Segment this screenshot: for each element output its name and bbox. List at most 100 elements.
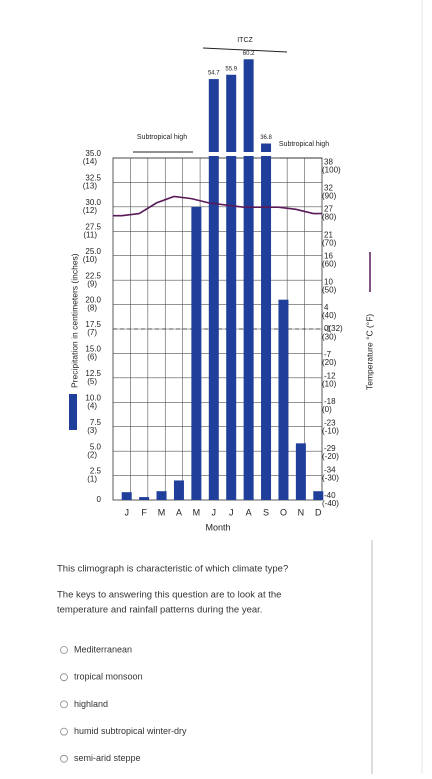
- y-tick-label: 0: [97, 495, 102, 504]
- x-tick-label: M: [158, 507, 166, 517]
- bar: [243, 59, 254, 500]
- bar-value-label: 54.7: [208, 71, 220, 77]
- annotation: ITCZ: [237, 37, 253, 44]
- y2-tick-label: -1: [324, 324, 332, 333]
- option-label[interactable]: tropical monsoon: [74, 672, 143, 682]
- y2-tick-sublabel: (50): [322, 285, 337, 294]
- bar-value-label: 60.2: [243, 51, 255, 57]
- y-tick-sublabel: (7): [87, 328, 97, 337]
- y-tick-sublabel: (14): [83, 157, 98, 166]
- temperature-line: [113, 195, 322, 217]
- x-tick-label: S: [263, 507, 269, 517]
- y-tick-sublabel: (3): [87, 426, 97, 435]
- y-tick-label: 10.0: [85, 393, 101, 402]
- radio-button[interactable]: [60, 646, 68, 654]
- y2-tick-sublabel: (20): [322, 358, 337, 367]
- y2-tick-label: 32: [324, 183, 333, 192]
- y-tick-label: 12.5: [85, 369, 101, 378]
- y2-tick-sublabel: (90): [322, 191, 337, 200]
- y2-tick-label: 16: [324, 252, 333, 261]
- y-tick-sublabel: (8): [87, 304, 97, 313]
- x-tick-label: F: [141, 507, 147, 517]
- legend-label: Precipitation in centimeters (inches): [69, 253, 79, 388]
- radio-button[interactable]: [60, 673, 68, 682]
- y2-tick-label: -7: [324, 350, 332, 359]
- x-tick-label: J: [124, 507, 129, 517]
- bar: [261, 143, 272, 500]
- annotation-line: [202, 47, 288, 53]
- y2-tick-label: 10: [324, 277, 333, 286]
- y2-tick-sublabel: (80): [322, 213, 337, 222]
- y-tick-label: 20.0: [85, 296, 101, 305]
- x-tick-label: O: [280, 507, 287, 517]
- y-tick-sublabel: (12): [83, 206, 98, 215]
- y2-tick-sublabel: (-30): [322, 473, 339, 482]
- bar: [313, 491, 324, 500]
- y2-tick-sublabel: (40): [322, 311, 337, 320]
- annotation: Subtropical high: [279, 141, 329, 148]
- option-label[interactable]: humid subtropical winter-dry: [74, 726, 187, 736]
- y-tick-sublabel: (2): [87, 450, 97, 459]
- radio-button[interactable]: [60, 700, 68, 709]
- option-label[interactable]: semi-arid steppe: [74, 753, 141, 763]
- bar: [139, 497, 150, 500]
- x-tick-label: N: [298, 507, 305, 517]
- option-label[interactable]: highland: [74, 699, 108, 709]
- question-hint: The keys to answering this question are …: [57, 590, 281, 601]
- y2-tick-label: 27: [324, 205, 333, 214]
- bar: [173, 480, 184, 500]
- y-tick-label: 2.5: [90, 467, 102, 476]
- question-prompt: This climograph is characteristic of whi…: [57, 564, 288, 575]
- y-tick-sublabel: (9): [87, 279, 97, 288]
- y2-tick-label: 21: [324, 230, 333, 239]
- y2-tick-sublabel: (0): [322, 405, 332, 414]
- bar: [208, 79, 219, 500]
- y-tick-sublabel: (10): [83, 255, 98, 264]
- y-tick-label: 27.5: [85, 222, 101, 231]
- y-tick-sublabel: (13): [83, 182, 98, 191]
- y2-tick-label: 4: [324, 303, 329, 312]
- y2-tick-sublabel: (10): [322, 379, 337, 388]
- radio-button[interactable]: [60, 754, 68, 763]
- y2-tick-sublabel: (60): [322, 260, 337, 269]
- bar: [226, 74, 237, 500]
- x-tick-label: J: [229, 507, 234, 517]
- y2-tick-label: 38: [324, 158, 333, 167]
- y-tick-label: 32.5: [85, 174, 101, 183]
- bar: [278, 299, 289, 500]
- x-tick-label: M: [193, 507, 201, 517]
- x-tick-label: A: [176, 507, 182, 517]
- y-tick-sublabel: (11): [83, 230, 97, 239]
- bar-value-label: 36.8: [260, 135, 272, 141]
- y-tick-label: 17.5: [85, 320, 101, 329]
- y-tick-label: 22.5: [85, 271, 101, 280]
- y2-tick-sublabel: (-40): [322, 499, 339, 508]
- bar: [156, 491, 167, 500]
- bar: [295, 443, 306, 500]
- bar-value-label: 55.9: [225, 66, 237, 72]
- y-tick-label: 7.5: [90, 418, 102, 427]
- y2-tick-label: -12: [324, 371, 336, 380]
- y2-tick-label: -23: [324, 418, 336, 427]
- question-hint: temperature and rainfall patterns during…: [57, 605, 262, 616]
- y2-tick-label: -34: [324, 465, 336, 474]
- x-axis-label: Month: [205, 522, 230, 532]
- y2-tick-label: -29: [324, 444, 336, 453]
- y2-tick-sublabel: (-10): [322, 426, 339, 435]
- legend-label: Temperature °C (°F): [364, 314, 374, 390]
- x-tick-label: J: [212, 507, 217, 517]
- x-tick-label: D: [315, 507, 322, 517]
- radio-button[interactable]: [60, 727, 68, 736]
- y-tick-sublabel: (5): [87, 377, 97, 386]
- bar: [121, 492, 132, 500]
- y-tick-label: 5.0: [90, 442, 102, 451]
- option-label[interactable]: Mediterranean: [74, 644, 132, 654]
- x-tick-label: A: [246, 507, 252, 517]
- y2-tick-sublabel: (-20): [322, 452, 339, 461]
- y-tick-label: 15.0: [85, 345, 101, 354]
- y2-tick-label: -18: [324, 397, 336, 406]
- legend-swatch: [69, 394, 77, 430]
- annotation: Subtropical high: [137, 134, 187, 141]
